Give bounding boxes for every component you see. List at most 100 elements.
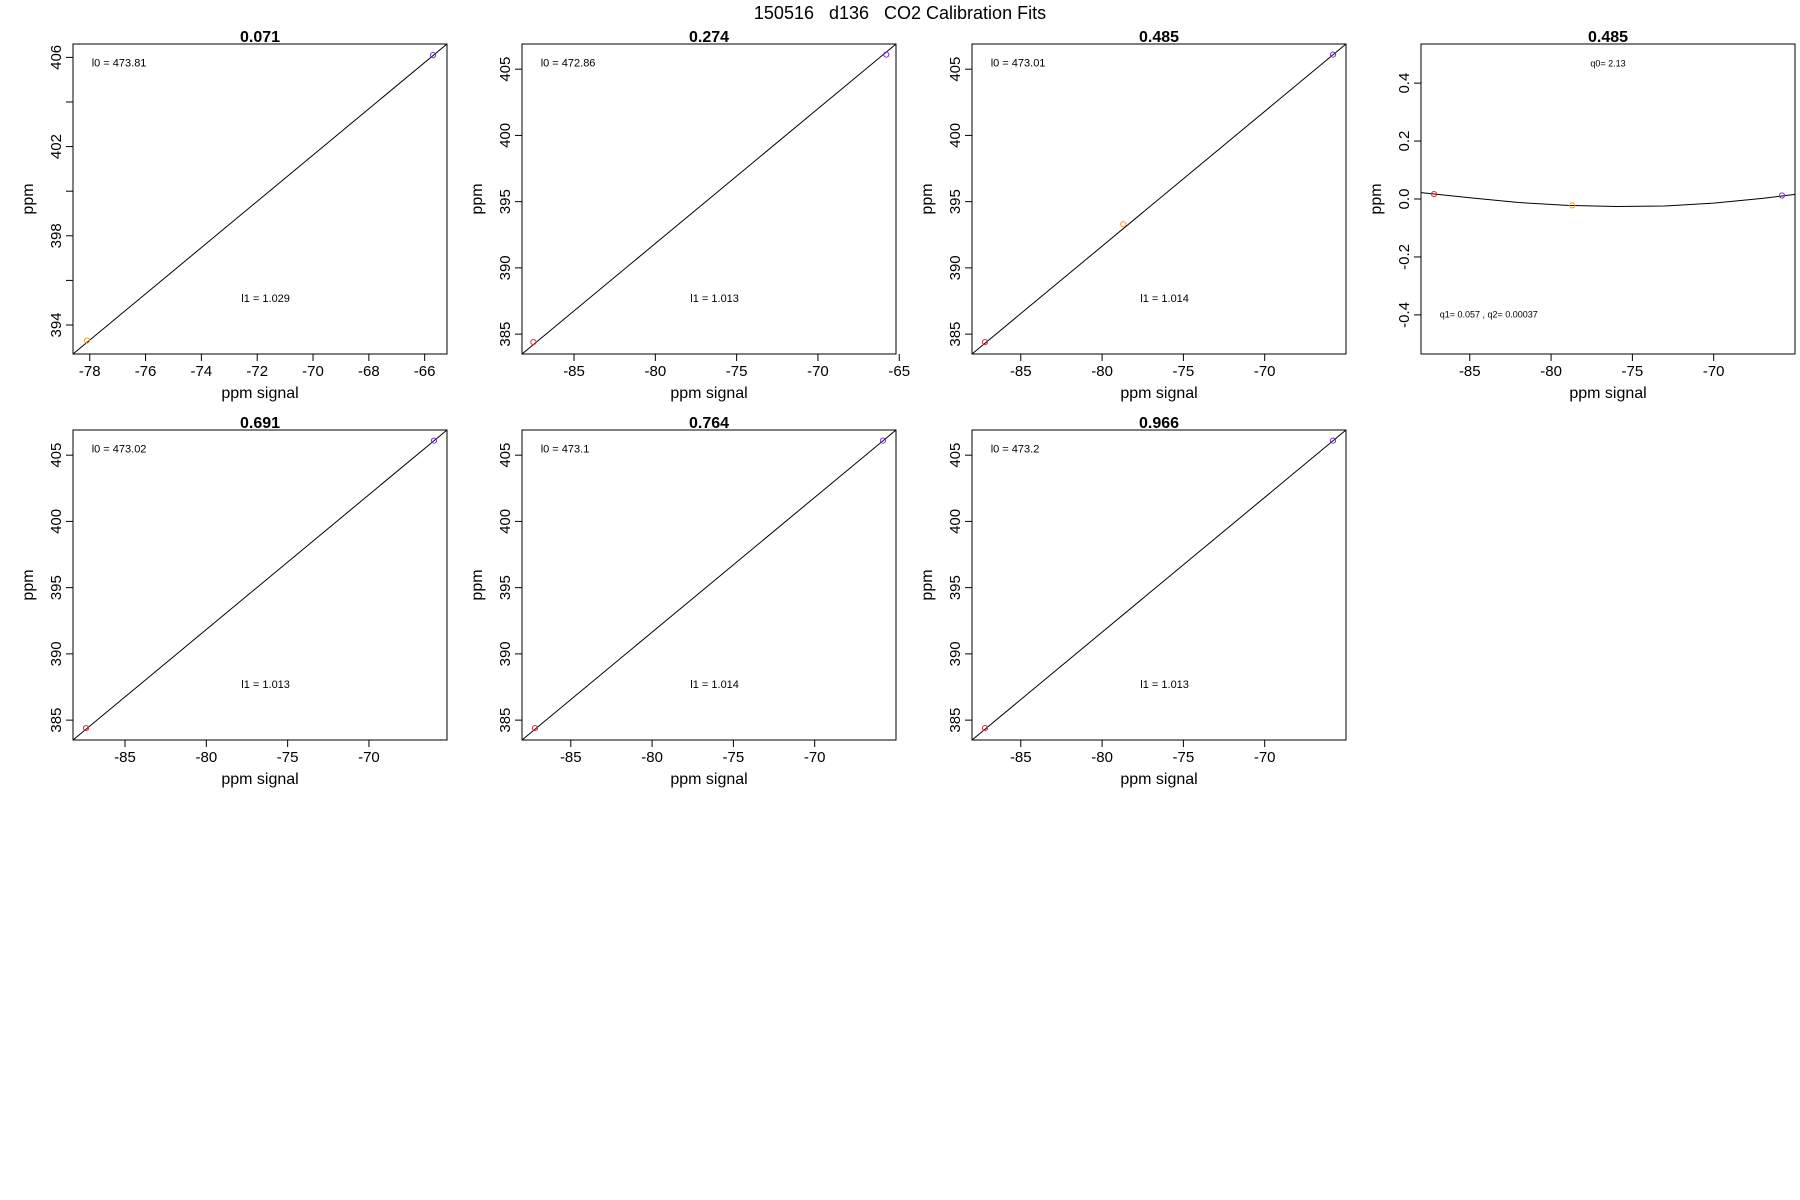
x-tick-label: -74 [191,363,213,380]
plot-frame [521,429,897,741]
y-axis-label: ppm [20,569,37,600]
panel-title: 0.691 [240,415,280,432]
y-tick-label: 400 [947,123,964,148]
x-axis-label: ppm signal [670,385,747,402]
y-axis-label: ppm [1368,183,1385,214]
fit-line [972,44,1346,354]
y-axis-label: ppm [919,183,936,214]
x-axis-label: ppm signal [1120,385,1197,402]
x-tick-label: -80 [1091,363,1113,380]
y-tick-label: 400 [497,123,514,148]
fit-annotation: l1 = 1.013 [1140,679,1189,691]
x-tick-label: -75 [277,749,299,766]
fit-annotation: l0 = 472.86 [541,58,596,70]
y-tick-label: 406 [48,45,65,70]
x-tick-label: -80 [1540,363,1562,380]
data-point [430,437,438,444]
panel-7: 0.966 -85 -80 -75 -70 385 390 395 400 405 ppm sign… [919,415,1347,788]
data-point [1569,202,1576,209]
y-tick-label: -0.4 [1396,302,1413,328]
panel-1: 0.071 -78 -76 -74 -72 -70 -68 -66 394 398 402 406 pp… [20,29,448,402]
x-tick-label: -70 [302,363,324,380]
y-tick-label: 405 [947,443,964,468]
x-tick-label: -75 [726,363,748,380]
x-tick-label: -70 [804,749,826,766]
x-axis-label: ppm signal [221,771,298,788]
y-tick-label: 402 [48,134,65,159]
fit-line [522,430,896,740]
figure-title: 150516 d136 CO2 Calibration Fits [753,3,1047,23]
x-tick-label: -70 [1254,363,1276,380]
y-axis-label: ppm [919,569,936,600]
fit-annotation: l1 = 1.013 [690,293,739,305]
y-tick-label: 400 [947,509,964,534]
x-axis-label: ppm signal [1569,385,1646,402]
y-axis-label: ppm [469,183,486,214]
fit-line [522,44,896,354]
x-tick-label: -85 [114,749,136,766]
y-tick-label: 395 [497,189,514,214]
plot-frame [521,43,897,355]
fit-annotation: q0= 2.13 [1590,59,1625,69]
y-tick-label: 390 [497,255,514,280]
y-tick-label: 390 [947,255,964,280]
y-tick-label: 395 [947,575,964,600]
x-tick-label: -70 [358,749,380,766]
x-tick-label: -80 [641,749,663,766]
panel-title: 0.274 [689,29,729,46]
y-tick-label: 0.0 [1396,189,1413,210]
panel-3: 0.485 -85 -80 -75 -70 385 390 395 400 405 ppm sign… [919,29,1347,402]
fit-annotation: l0 = 473.01 [991,58,1046,70]
data-point [530,338,537,346]
x-tick-label: -75 [1622,363,1644,380]
panel-5: 0.691 -85 -80 -75 -70 385 390 395 400 405 ppm sign… [20,415,448,788]
x-tick-label: -85 [1010,749,1032,766]
x-tick-label: -75 [1173,363,1195,380]
y-tick-label: 385 [48,708,65,733]
x-tick-label: -72 [246,363,268,380]
y-tick-label: 400 [48,509,65,534]
y-tick-label: -0.2 [1396,244,1413,270]
fit-annotation: l0 = 473.2 [991,444,1040,456]
x-tick-label: -80 [195,749,217,766]
x-tick-label: -85 [1010,363,1032,380]
fit-annotation: l0 = 473.81 [92,58,147,70]
y-tick-label: 0.4 [1396,73,1413,94]
fit-annotation: l0 = 473.02 [92,444,147,456]
y-tick-label: 385 [497,708,514,733]
panel-2: 0.274 -85 -80 -75 -70 -65 385 390 395 400 405 ppm s… [469,29,910,402]
y-tick-label: 385 [947,708,964,733]
panel-title: 0.966 [1139,415,1179,432]
panel-title: 0.764 [689,415,729,432]
fit-line [972,430,1346,740]
y-tick-label: 405 [497,443,514,468]
y-tick-label: 0.2 [1396,131,1413,152]
x-tick-label: -85 [563,363,585,380]
y-tick-label: 405 [497,57,514,82]
x-tick-label: -80 [644,363,666,380]
x-tick-label: -85 [560,749,582,766]
y-tick-label: 390 [48,641,65,666]
y-tick-label: 400 [497,509,514,534]
fit-annotation: q1= 0.057 , q2= 0.00037 [1440,310,1538,320]
y-tick-label: 398 [48,223,65,248]
data-point [1329,51,1337,58]
fit-line [73,430,447,740]
fit-annotation: l1 = 1.013 [241,679,290,691]
data-point [83,337,91,344]
data-point [1778,192,1786,199]
data-point [429,52,437,59]
y-tick-label: 405 [947,57,964,82]
data-point [531,724,539,732]
data-point [1120,221,1127,228]
panel-title: 0.485 [1588,29,1628,46]
y-tick-label: 395 [947,189,964,214]
plot-frame [72,43,448,355]
panel-6: 0.764 -85 -80 -75 -70 385 390 395 400 405 ppm sign… [469,415,897,788]
y-tick-label: 395 [48,575,65,600]
x-tick-label: -75 [1173,749,1195,766]
plot-frame [971,43,1347,355]
x-tick-label: -70 [1703,363,1725,380]
x-tick-label: -70 [1254,749,1276,766]
y-axis-label: ppm [469,569,486,600]
